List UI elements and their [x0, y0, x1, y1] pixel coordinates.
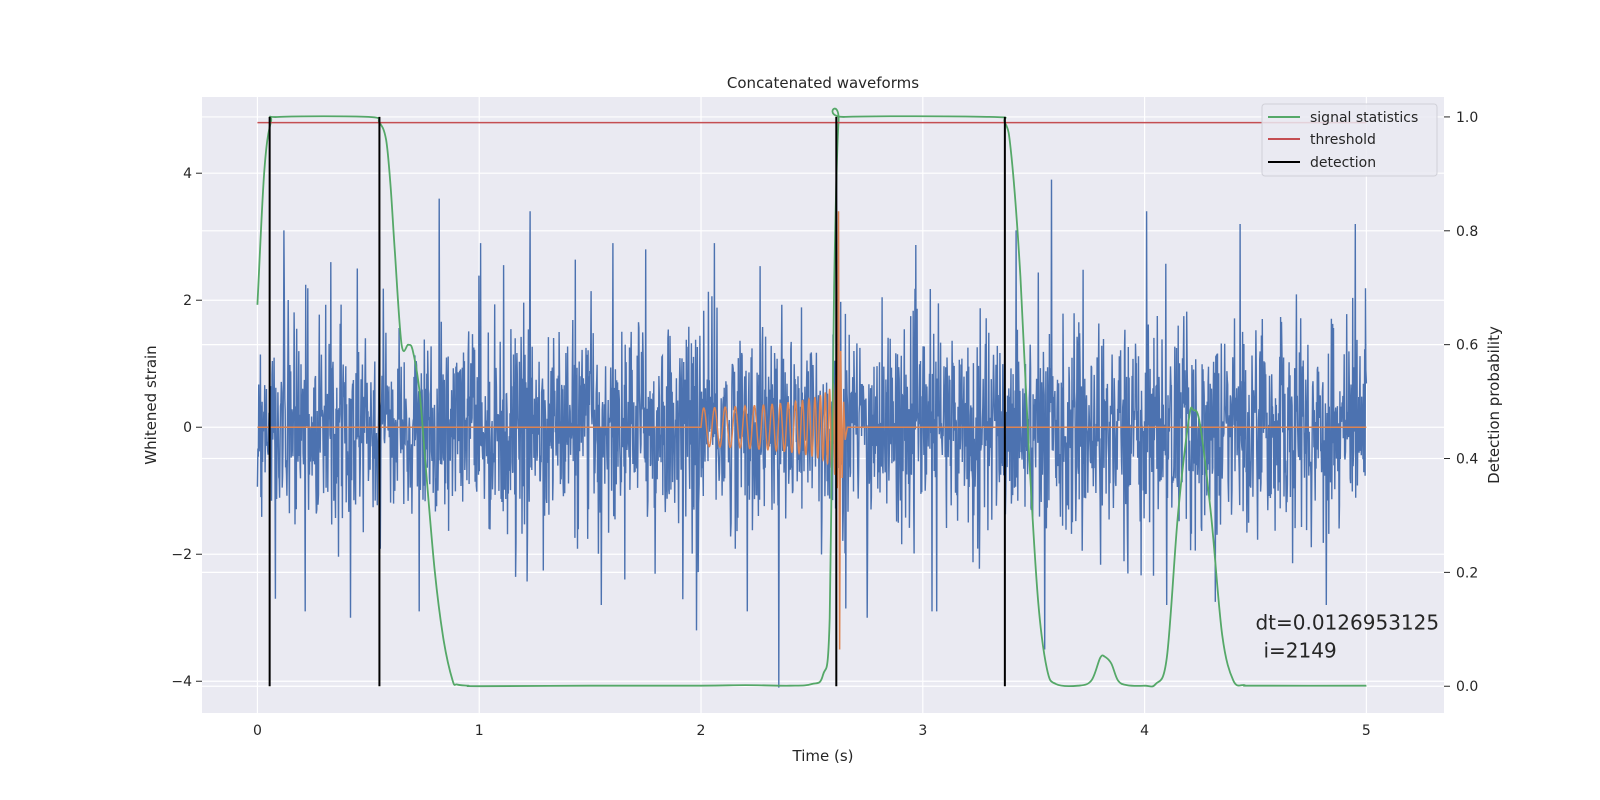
template-layer [257, 211, 1367, 650]
y-right-tick-label: 0.2 [1456, 565, 1478, 581]
y-right-tick-label: 1.0 [1456, 110, 1478, 126]
y-tick-label: 0 [183, 420, 192, 436]
x-axis-label: Time (s) [792, 747, 854, 765]
stat-layer [256, 107, 1367, 688]
x-tick-label: 5 [1362, 723, 1371, 739]
legend-label-signal-statistics: signal statistics [1310, 110, 1418, 126]
y-right-tick-label: 0.4 [1456, 452, 1478, 468]
x-tick-label: 4 [1140, 723, 1149, 739]
y-right-tick-label: 0.6 [1456, 338, 1478, 354]
x-tick-label: 2 [697, 723, 706, 739]
x-tick-label: 0 [253, 723, 262, 739]
y-tick-label: 4 [183, 166, 192, 182]
y-axis-label-right: Detection probability [1485, 326, 1503, 484]
y-tick-label: −4 [171, 674, 192, 690]
annotation: dt=0.0126953125 i=2149 [1255, 610, 1439, 662]
y-right-tick-label: 0.8 [1456, 224, 1478, 240]
template-line [257, 211, 1367, 650]
y-tick-label: 2 [183, 293, 192, 309]
legend-label-detection: detection [1310, 155, 1376, 171]
signal-statistics-line [256, 107, 1367, 688]
legend: signal statistics threshold detection [1261, 103, 1438, 177]
y-tick-label: −2 [171, 547, 192, 563]
chart-title: Concatenated waveforms [727, 74, 919, 92]
legend-box [1261, 103, 1438, 177]
y-right-tick-label: 0.0 [1456, 679, 1478, 695]
annotation-dt: dt=0.0126953125 [1255, 610, 1439, 634]
annotation-index: i=2149 [1263, 638, 1336, 662]
x-tick-label: 1 [475, 723, 484, 739]
legend-label-threshold: threshold [1310, 132, 1376, 148]
y-axis-label: Whitened strain [142, 345, 160, 464]
x-tick-label: 3 [918, 723, 927, 739]
ticks: 0 1 2 3 4 5 −4 −2 0 2 4 0.0 0.2 0.4 0.6 0.8 1.0 [171, 110, 1478, 739]
detection-layer [268, 116, 1006, 687]
